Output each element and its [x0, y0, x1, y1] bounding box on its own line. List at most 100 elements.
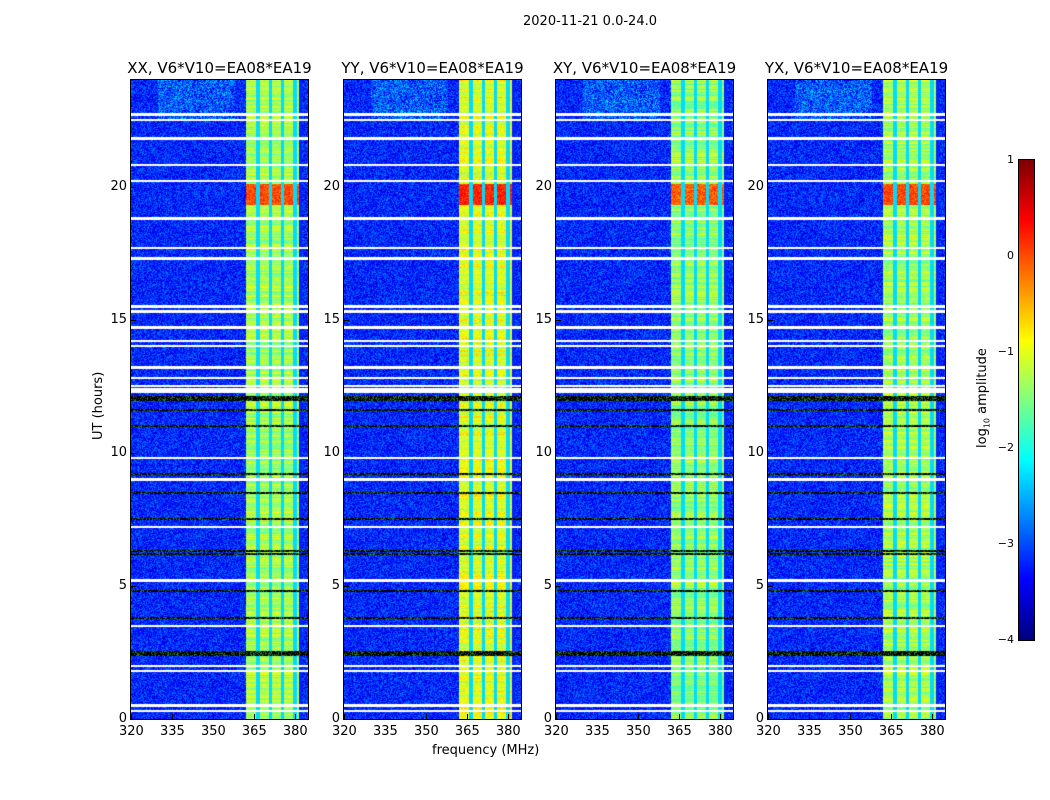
heatmap-0 — [131, 80, 308, 719]
y-tick-label: 20 — [110, 178, 127, 194]
panel-title: YY, V6*V10=EA08*EA19 — [341, 59, 524, 77]
y-tick-label: 10 — [747, 444, 764, 460]
y-tick-label: 15 — [747, 311, 764, 327]
panel-frame — [343, 79, 522, 720]
x-tick-mark — [344, 714, 345, 719]
y-tick-mark — [344, 186, 349, 188]
heatmap-1 — [344, 80, 521, 719]
panel-title: YX, V6*V10=EA08*EA19 — [764, 59, 949, 77]
figure-title: 2020-11-21 0.0-24.0 — [523, 14, 657, 29]
colorbar-label-sub: 10 — [982, 417, 992, 429]
y-tick-mark — [556, 319, 561, 321]
colorbar-label: log10 amplitude — [975, 348, 992, 448]
x-tick-mark — [890, 714, 892, 719]
y-tick-mark — [768, 319, 773, 321]
panel-title: XY, V6*V10=EA08*EA19 — [552, 59, 737, 77]
y-tick-mark — [768, 719, 773, 720]
x-tick-mark — [678, 714, 680, 719]
x-tick-label: 335 — [584, 724, 610, 739]
y-axis-label: UT (hours) — [91, 371, 106, 440]
y-tick-mark — [344, 319, 349, 321]
colorbar-tick-label: −2 — [997, 441, 1014, 454]
colorbar-frame — [1018, 159, 1035, 641]
colorbar-label-main: log — [975, 428, 990, 448]
x-tick-label: 335 — [372, 724, 398, 739]
colorbar-tick-label: −4 — [997, 633, 1014, 646]
y-tick-label: 5 — [331, 577, 340, 593]
x-tick-label: 365 — [878, 724, 904, 739]
colorbar-tick-label: 1 — [1007, 153, 1014, 166]
x-tick-label: 350 — [200, 724, 226, 739]
colorbar-label-rest: amplitude — [975, 348, 990, 418]
y-tick-label: 20 — [323, 178, 340, 194]
x-tick-mark — [131, 714, 132, 719]
x-tick-label: 320 — [332, 724, 357, 739]
y-tick-label: 0 — [331, 711, 340, 726]
y-tick-label: 15 — [323, 311, 340, 327]
x-tick-label: 365 — [454, 724, 480, 739]
y-tick-label: 15 — [535, 311, 552, 327]
x-tick-mark — [171, 714, 173, 719]
x-tick-label: 365 — [666, 724, 692, 739]
x-tick-mark — [253, 714, 255, 719]
y-tick-label: 10 — [323, 444, 340, 460]
x-tick-mark — [384, 714, 386, 719]
panel-frame — [767, 79, 946, 720]
x-tick-label: 350 — [625, 724, 651, 739]
x-tick-mark — [556, 714, 557, 719]
y-tick-mark — [344, 719, 349, 720]
y-tick-label: 20 — [747, 178, 764, 194]
x-tick-label: 380 — [495, 724, 521, 739]
x-axis-label: frequency (MHz) — [432, 743, 540, 758]
x-tick-mark — [719, 714, 721, 719]
x-tick-mark — [294, 714, 296, 719]
x-tick-label: 350 — [837, 724, 863, 739]
y-tick-mark — [768, 585, 773, 587]
colorbar-tick-label: −1 — [997, 345, 1014, 358]
x-tick-label: 380 — [282, 724, 308, 739]
y-tick-label: 15 — [110, 311, 127, 327]
y-tick-mark — [768, 186, 773, 188]
y-tick-label: 0 — [118, 711, 127, 726]
y-tick-mark — [556, 452, 561, 454]
y-tick-label: 10 — [110, 444, 127, 460]
x-tick-mark — [931, 714, 933, 719]
y-tick-mark — [131, 186, 136, 188]
heatmap-3 — [768, 80, 945, 719]
y-tick-label: 20 — [535, 178, 552, 194]
x-tick-mark — [849, 714, 851, 719]
y-tick-label: 0 — [543, 711, 552, 726]
x-tick-label: 335 — [796, 724, 822, 739]
x-tick-mark — [637, 714, 639, 719]
x-tick-mark — [596, 714, 598, 719]
x-tick-label: 380 — [707, 724, 733, 739]
y-tick-label: 5 — [755, 577, 764, 593]
colorbar — [1019, 160, 1034, 640]
y-tick-mark — [556, 585, 561, 587]
y-tick-mark — [131, 319, 136, 321]
x-tick-label: 320 — [544, 724, 569, 739]
x-tick-label: 365 — [241, 724, 267, 739]
colorbar-tick-label: −3 — [997, 537, 1014, 550]
y-tick-mark — [344, 585, 349, 587]
y-tick-mark — [768, 452, 773, 454]
x-tick-label: 380 — [919, 724, 945, 739]
x-tick-mark — [425, 714, 427, 719]
y-tick-mark — [556, 719, 561, 720]
y-tick-mark — [131, 452, 136, 454]
x-tick-label: 320 — [119, 724, 144, 739]
x-tick-mark — [768, 714, 769, 719]
x-tick-mark — [808, 714, 810, 719]
heatmap-2 — [556, 80, 733, 719]
x-tick-label: 350 — [413, 724, 439, 739]
x-tick-mark — [466, 714, 468, 719]
y-tick-label: 5 — [118, 577, 127, 593]
colorbar-tick-label: 0 — [1007, 249, 1014, 262]
panel-frame — [130, 79, 309, 720]
x-tick-label: 335 — [159, 724, 185, 739]
panel-title: XX, V6*V10=EA08*EA19 — [127, 59, 312, 77]
x-tick-mark — [507, 714, 509, 719]
y-tick-mark — [131, 585, 136, 587]
y-tick-mark — [344, 452, 349, 454]
